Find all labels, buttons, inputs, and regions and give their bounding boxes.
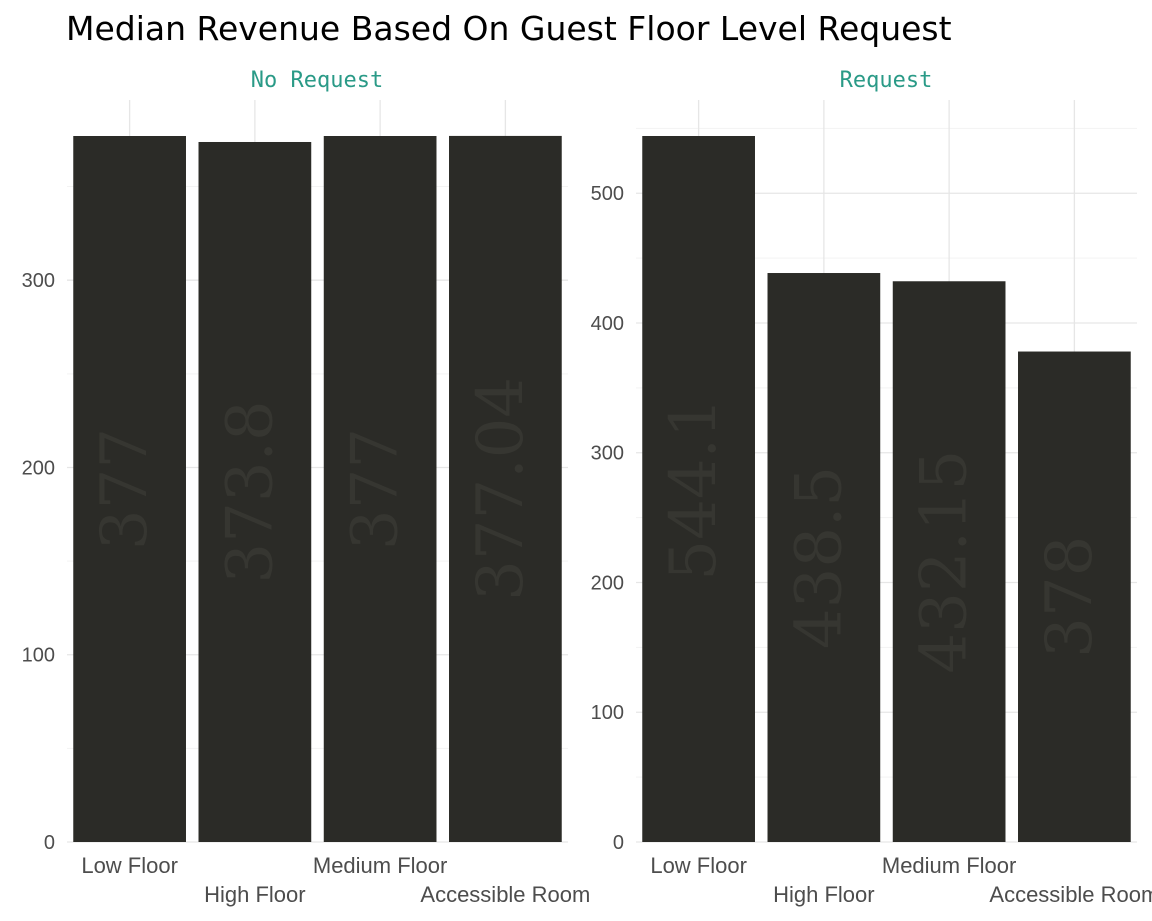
x-tick-label: Low Floor	[650, 853, 747, 878]
y-tick-label: 500	[591, 183, 624, 205]
y-tick-label: 300	[591, 443, 624, 465]
bar	[767, 273, 881, 843]
y-tick-label: 200	[591, 572, 624, 594]
bar	[642, 136, 755, 842]
x-tick-label: High Floor	[204, 882, 305, 907]
panel-no-request: 0 100 200 300 No Request 377 Low Floor 373.8 Hig…	[22, 68, 591, 907]
x-tick-label: Accessible Room	[420, 882, 590, 907]
x-tick-label: Low Floor	[81, 853, 178, 878]
facet-strip-label: Request	[840, 68, 933, 93]
y-tick-label: 100	[591, 702, 624, 724]
bar	[1018, 351, 1131, 842]
y-tick-label: 200	[22, 457, 55, 479]
y-tick-label: 0	[44, 832, 55, 854]
y-tick-label: 0	[613, 832, 624, 854]
data-label: 378	[1033, 536, 1107, 658]
bar	[323, 136, 437, 842]
data-label: 377.04	[464, 377, 538, 601]
x-tick-label: Medium Floor	[313, 853, 447, 878]
facet-strip-label: No Request	[251, 68, 383, 93]
data-label: 377	[339, 428, 413, 550]
y-tick-label: 100	[22, 645, 55, 667]
y-tick-label: 400	[591, 313, 624, 335]
data-label: 373.8	[213, 400, 287, 583]
data-label: 377	[88, 428, 162, 550]
bar	[892, 281, 1006, 842]
data-label: 438.5	[782, 466, 856, 649]
x-tick-label: Medium Floor	[882, 853, 1016, 878]
y-tick-label: 300	[22, 270, 55, 292]
panels: 0 100 200 300 No Request 377 Low Floor 373.8 Hig…	[22, 68, 1152, 907]
data-label: 544.1	[657, 397, 731, 580]
x-tick-label: High Floor	[773, 882, 874, 907]
panel-request: 0 100 200 300 400 500 Request 544.1 Low Floor 438…	[591, 68, 1152, 907]
x-tick-label: Accessible Room	[989, 882, 1152, 907]
data-label: 432.15	[908, 450, 982, 674]
bar	[449, 135, 562, 842]
chart-title: Median Revenue Based On Guest Floor Leve…	[66, 9, 952, 48]
bar	[73, 136, 186, 842]
bar	[198, 141, 312, 843]
